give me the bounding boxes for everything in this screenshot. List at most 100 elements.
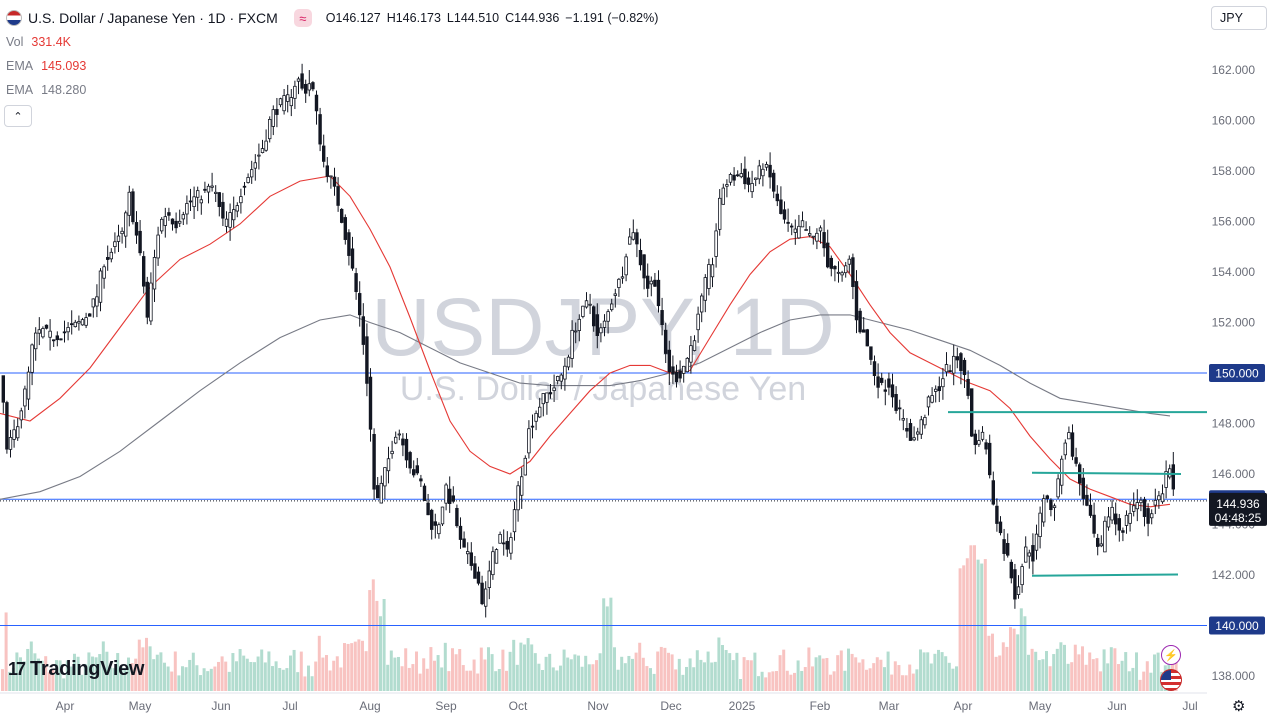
candle-body — [408, 452, 412, 469]
collapse-legend-button[interactable]: ⌃ — [4, 105, 32, 127]
candle-body — [206, 185, 211, 193]
volume-bar — [821, 658, 825, 691]
volume-bar — [713, 661, 717, 691]
volume-bar — [569, 659, 573, 691]
volume-bar — [177, 675, 181, 691]
volume-bar — [47, 672, 51, 691]
candle-body — [725, 184, 729, 187]
volume-bar — [602, 598, 606, 691]
volume-bar — [44, 656, 48, 691]
bolt-icon[interactable]: ⚡ — [1161, 645, 1181, 665]
candle-body — [372, 433, 376, 490]
volume-bar — [249, 662, 253, 691]
candle-body — [167, 212, 171, 216]
volume-bar — [955, 666, 958, 691]
volume-bar — [1156, 652, 1160, 691]
symbol-title[interactable]: U.S. Dollar / Japanese Yen · 1D · FXCM — [28, 10, 278, 26]
volume-bar — [397, 656, 400, 691]
candle-body — [163, 216, 167, 226]
candle-body — [941, 378, 945, 388]
volume-bar — [598, 653, 602, 691]
candle-body — [278, 98, 283, 106]
volume-bar — [29, 641, 33, 691]
candle-body — [775, 193, 779, 202]
candle-body — [109, 251, 113, 260]
volume-bar — [731, 660, 735, 691]
candle-body — [966, 378, 970, 396]
volume-bar — [893, 661, 897, 691]
candle-body — [1034, 533, 1039, 551]
volume-bar — [379, 616, 382, 691]
candle-body — [613, 293, 617, 296]
candle-body — [221, 201, 225, 219]
candle-body — [462, 538, 466, 548]
candle-body — [1168, 468, 1172, 478]
candle-body — [516, 485, 520, 511]
candle-body — [869, 346, 873, 360]
candle-body — [231, 209, 236, 221]
volume-bar — [562, 649, 566, 691]
volume-bar — [613, 647, 616, 691]
candle-body — [451, 495, 455, 502]
volume-bar — [620, 656, 624, 691]
ema-fast-legend[interactable]: EMA 145.093 — [6, 59, 87, 73]
volume-bar — [310, 676, 314, 691]
volume-legend[interactable]: Vol 331.4K — [6, 35, 72, 49]
candle-body — [498, 533, 502, 544]
price-tick: 156.000 — [1212, 215, 1256, 229]
volume-bar — [202, 668, 206, 691]
indicator-wave-icon[interactable]: ≈ — [293, 9, 312, 27]
candle-body — [473, 563, 477, 579]
candle-body — [159, 218, 164, 232]
volume-bar — [695, 650, 699, 691]
candle-body — [213, 191, 218, 194]
volume-bar — [1019, 608, 1023, 691]
volume-bar — [829, 674, 832, 691]
volume-bar — [1167, 646, 1171, 691]
volume-bar — [339, 667, 343, 691]
candle-body — [692, 340, 697, 351]
volume-bar — [65, 660, 69, 691]
candle-body — [95, 296, 99, 307]
volume-bar — [883, 667, 886, 691]
ema-slow-legend[interactable]: EMA 148.280 — [6, 83, 87, 97]
candle-body — [563, 365, 567, 380]
volume-bar — [998, 655, 1002, 691]
price-tick: 154.000 — [1212, 265, 1256, 279]
volume-bar — [425, 668, 429, 691]
candle-body — [152, 257, 157, 290]
volume-bar — [937, 649, 940, 691]
candle-body — [88, 313, 92, 317]
candle-body — [926, 396, 931, 408]
volume-bar — [1091, 659, 1095, 691]
volume-bar — [137, 639, 141, 691]
tradingview-logo[interactable]: 17 TradingView — [8, 658, 144, 681]
candle-body — [854, 281, 859, 321]
candle-body — [998, 521, 1003, 534]
volume-bar — [544, 656, 548, 691]
volume-bar — [490, 654, 494, 691]
candle-body — [577, 318, 581, 331]
volume-bar — [346, 643, 350, 691]
currency-button[interactable]: JPY — [1211, 6, 1267, 30]
candle-body — [34, 332, 38, 350]
candle-body — [664, 329, 668, 354]
volume-bar — [839, 650, 843, 691]
volume-bar — [263, 662, 267, 691]
volume-bar — [771, 671, 775, 691]
candle-body — [862, 329, 866, 333]
volume-bar — [803, 667, 807, 691]
volume-bar — [1153, 654, 1156, 691]
candle-body — [149, 282, 153, 322]
candle-body — [170, 218, 175, 225]
candle-body — [649, 280, 653, 285]
candle-body — [980, 431, 985, 440]
volume-bar — [944, 656, 948, 691]
volume-bar — [98, 654, 102, 691]
gear-icon[interactable]: ⚙ — [1232, 698, 1246, 715]
us-flag-icon[interactable] — [1160, 669, 1182, 691]
volume-bar — [429, 647, 433, 691]
volume-bar — [1034, 651, 1038, 691]
